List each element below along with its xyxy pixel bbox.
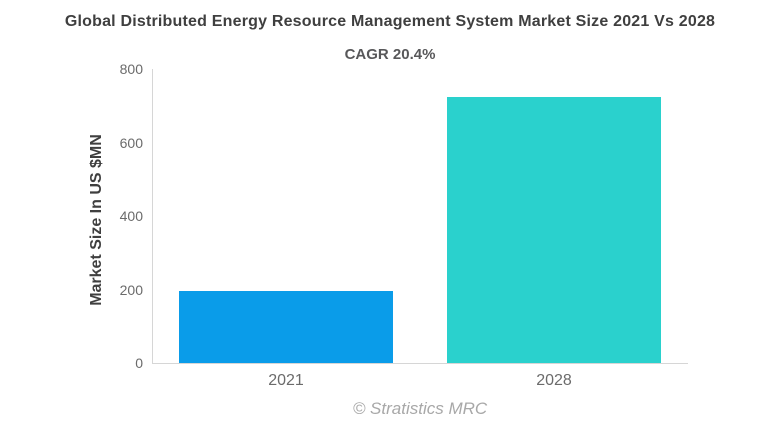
- y-tick-label-200: 200: [119, 281, 143, 298]
- chart-credit: © Stratistics MRC: [352, 399, 488, 418]
- y-tick-label-0: 0: [135, 355, 143, 371]
- y-axis-line: [152, 69, 153, 363]
- x-axis-label-2028: 2028: [536, 372, 572, 389]
- y-tick-label-800: 800: [119, 61, 143, 77]
- chart-title: Global Distributed Energy Resource Manag…: [64, 13, 716, 30]
- bar-2021: [179, 291, 393, 363]
- y-tick-label-400: 400: [119, 208, 143, 224]
- x-axis-label-2021: 2021: [268, 372, 304, 389]
- bar-2028: [447, 97, 661, 363]
- y-tick-label-600: 600: [119, 134, 143, 151]
- x-axis-line: [152, 363, 688, 364]
- chart-subtitle: CAGR 20.4%: [344, 46, 436, 63]
